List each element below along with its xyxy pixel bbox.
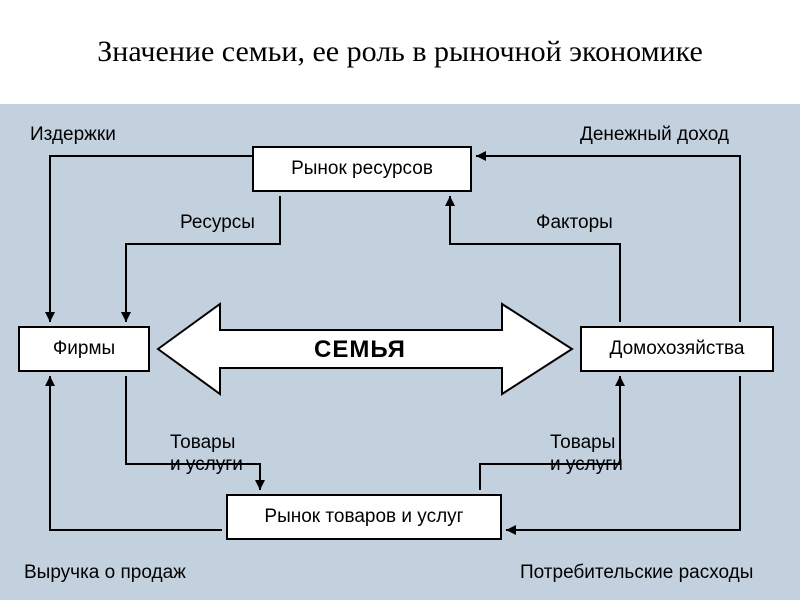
node-resource-market: Рынок ресурсов [252,146,472,192]
node-label: Домохозяйства [610,338,745,360]
node-firms: Фирмы [18,326,150,372]
label-services1: и услуги [170,454,243,476]
node-family: СЕМЬЯ [314,336,406,364]
label-costs: Издержки [30,124,116,146]
node-goods-market: Рынок товаров и услуг [226,494,502,540]
label-revenue: Выручка о продаж [24,562,186,584]
label-goods2: Товары [550,432,615,454]
node-households: Домохозяйства [580,326,774,372]
node-label: СЕМЬЯ [314,336,406,363]
label-expenses: Потребительские расходы [520,562,753,584]
node-label: Фирмы [53,338,115,360]
node-label: Рынок товаров и услуг [264,506,463,528]
diagram: Рынок ресурсов Фирмы Домохозяйства Рынок… [0,104,800,600]
label-goods1: Товары [170,432,235,454]
label-income: Денежный доход [580,124,729,146]
label-resources: Ресурсы [180,212,255,234]
label-factors: Факторы [536,212,613,234]
page-title: Значение семьи, ее роль в рыночной эконо… [97,33,703,71]
label-services2: и услуги [550,454,623,476]
title-area: Значение семьи, ее роль в рыночной эконо… [0,0,800,104]
node-label: Рынок ресурсов [291,158,433,180]
